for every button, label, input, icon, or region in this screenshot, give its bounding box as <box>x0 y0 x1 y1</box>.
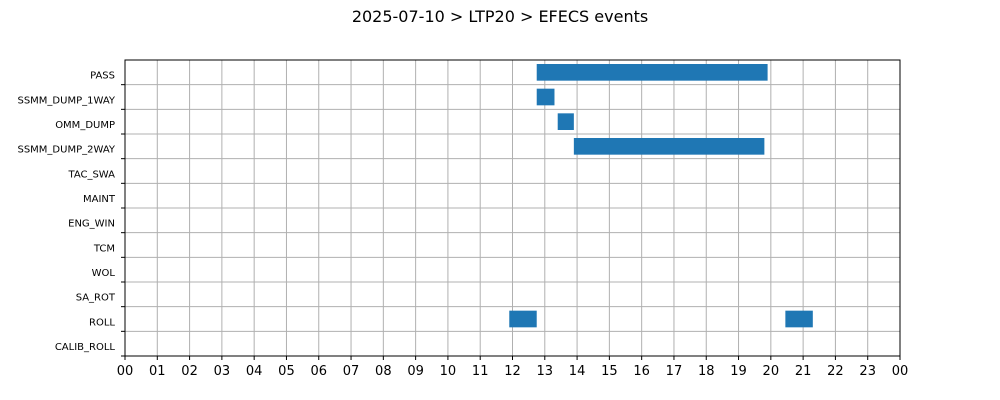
x-tick-label: 11 <box>472 364 489 379</box>
x-tick-label: 15 <box>601 364 618 379</box>
x-tick-label: 09 <box>407 364 424 379</box>
y-tick-label-roll: ROLL <box>89 317 115 328</box>
x-tick-label: 21 <box>795 364 812 379</box>
x-tick-label: 23 <box>859 364 876 379</box>
event-bar-roll <box>785 310 813 328</box>
x-tick-label: 13 <box>537 364 554 379</box>
y-tick-label-eng-win: ENG_WIN <box>68 219 115 230</box>
y-tick-label-tcm: TCM <box>93 243 115 254</box>
x-axis-ticks: 00 01 02 03 04 05 06 07 08 09 10 11 12 13 14 15 16 17 18 19… <box>117 356 909 379</box>
y-tick-label-calib-roll: CALIB_ROLL <box>55 342 116 353</box>
x-tick-label: 05 <box>278 364 295 379</box>
x-tick-label: 22 <box>827 364 844 379</box>
y-axis-ticks: PASS SSMM_DUMP_1WAY OMM_DUMP SSMM_DUMP_2WAY… <box>17 71 125 357</box>
x-tick-label: 07 <box>343 364 360 379</box>
y-tick-label-maint: MAINT <box>83 194 116 205</box>
grid-lines <box>125 60 900 356</box>
event-bar-ssmm-dump-2way <box>573 138 765 155</box>
x-tick-label: 06 <box>310 364 327 379</box>
y-tick-label-sa-rot: SA_ROT <box>76 293 116 304</box>
x-tick-label: 04 <box>246 364 263 379</box>
x-tick-label: 14 <box>569 364 586 379</box>
x-tick-label: 12 <box>504 364 521 379</box>
x-tick-label: 20 <box>763 364 780 379</box>
x-tick-label: 19 <box>730 364 747 379</box>
event-bar-ssmm-dump-1way <box>536 88 555 106</box>
y-tick-label-pass: PASS <box>90 71 115 82</box>
y-tick-label-wol: WOL <box>92 268 116 279</box>
chart-title: 2025-07-10 > LTP20 > EFECS events <box>352 7 648 26</box>
x-tick-label: 02 <box>181 364 198 379</box>
x-tick-label: 01 <box>149 364 166 379</box>
y-tick-label-ssmm-dump-1way: SSMM_DUMP_1WAY <box>17 95 115 106</box>
x-tick-label: 08 <box>375 364 392 379</box>
event-bar-pass <box>536 64 768 81</box>
x-tick-label: 16 <box>633 364 650 379</box>
x-tick-label: 17 <box>666 364 683 379</box>
x-tick-label: 10 <box>440 364 457 379</box>
y-tick-label-tac-swa: TAC_SWA <box>67 169 115 180</box>
event-bars <box>509 64 813 328</box>
x-tick-label: 00 <box>892 364 909 379</box>
y-tick-label-omm-dump: OMM_DUMP <box>55 120 115 131</box>
event-bar-roll <box>509 310 537 328</box>
event-bar-omm-dump <box>557 113 574 130</box>
y-tick-label-ssmm-dump-2way: SSMM_DUMP_2WAY <box>17 145 115 156</box>
x-tick-label: 18 <box>698 364 715 379</box>
x-tick-label: 00 <box>117 364 134 379</box>
x-tick-label: 03 <box>214 364 231 379</box>
